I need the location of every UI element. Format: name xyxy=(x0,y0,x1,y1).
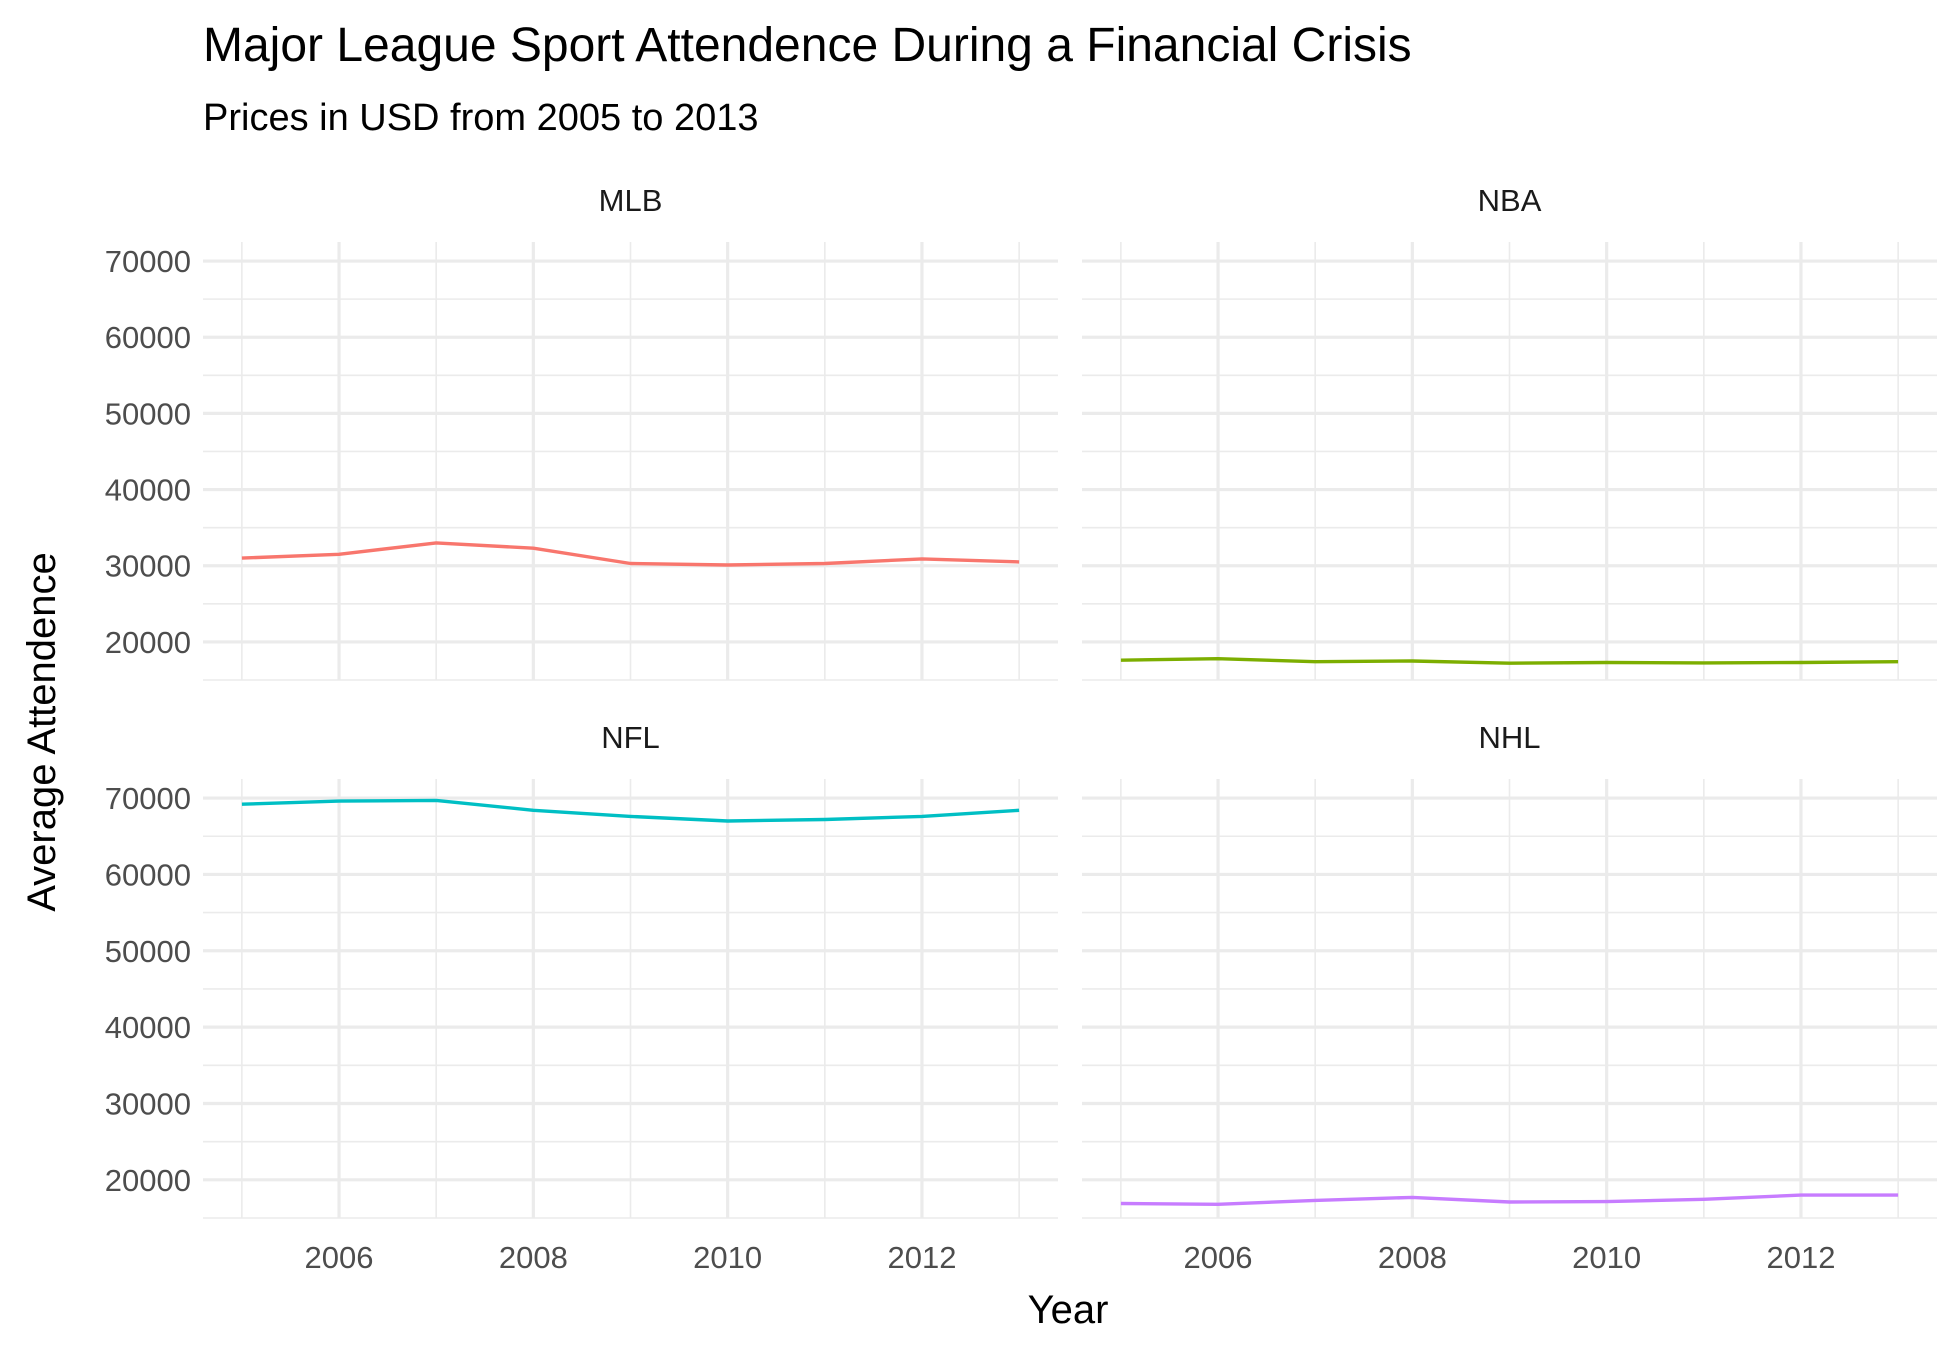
facet-panel-nba: NBA xyxy=(1082,183,1937,681)
y-tick-label: 50000 xyxy=(105,396,191,431)
series-line-nba xyxy=(1120,657,1899,665)
y-tick-label: 40000 xyxy=(105,473,191,508)
series-line-nfl xyxy=(241,798,1020,823)
x-tick-label: 2010 xyxy=(693,1240,762,1275)
y-tick-label: 70000 xyxy=(105,244,191,279)
chart-title: Major League Sport Attendence During a F… xyxy=(203,19,1412,72)
y-tick-label: 60000 xyxy=(105,320,191,355)
facet-strip-label: NFL xyxy=(601,720,660,755)
series-line-nhl xyxy=(1120,1193,1899,1207)
facet-strip-label: NBA xyxy=(1478,183,1542,218)
x-tick-label: 2012 xyxy=(1766,1240,1835,1275)
x-axis-title: Year xyxy=(1028,1288,1109,1332)
chart-subtitle: Prices in USD from 2005 to 2013 xyxy=(203,97,759,139)
y-tick-label: 30000 xyxy=(105,1086,191,1121)
x-tick-label: 2008 xyxy=(1378,1240,1447,1275)
series-line-mlb xyxy=(241,541,1020,567)
y-tick-label: 20000 xyxy=(105,625,191,660)
facet-panel-nhl: NHL 2006 2008 2010 2012 xyxy=(1082,720,1937,1275)
x-tick-label: 2010 xyxy=(1572,1240,1641,1275)
facet-panel-nfl: NFL 20000 30000 40000 50000 60000 70000 2006 200… xyxy=(105,720,1058,1275)
y-tick-label: 70000 xyxy=(105,781,191,816)
facet-panels: MLB 20000 30000 40000 50000 60000 70000 NBA NFL 2… xyxy=(105,183,1937,1275)
y-axis-title: Average Attendence xyxy=(20,552,64,912)
x-tick-label: 2008 xyxy=(499,1240,568,1275)
y-tick-label: 30000 xyxy=(105,549,191,584)
facet-panel-mlb: MLB 20000 30000 40000 50000 60000 70000 xyxy=(105,183,1058,681)
y-tick-label: 40000 xyxy=(105,1010,191,1045)
y-tick-label: 20000 xyxy=(105,1163,191,1198)
x-tick-label: 2012 xyxy=(887,1240,956,1275)
facet-strip-label: NHL xyxy=(1478,720,1540,755)
x-tick-label: 2006 xyxy=(1184,1240,1253,1275)
x-tick-label: 2006 xyxy=(305,1240,374,1275)
y-tick-label: 50000 xyxy=(105,934,191,969)
facet-strip-label: MLB xyxy=(599,183,663,218)
y-tick-label: 60000 xyxy=(105,857,191,892)
